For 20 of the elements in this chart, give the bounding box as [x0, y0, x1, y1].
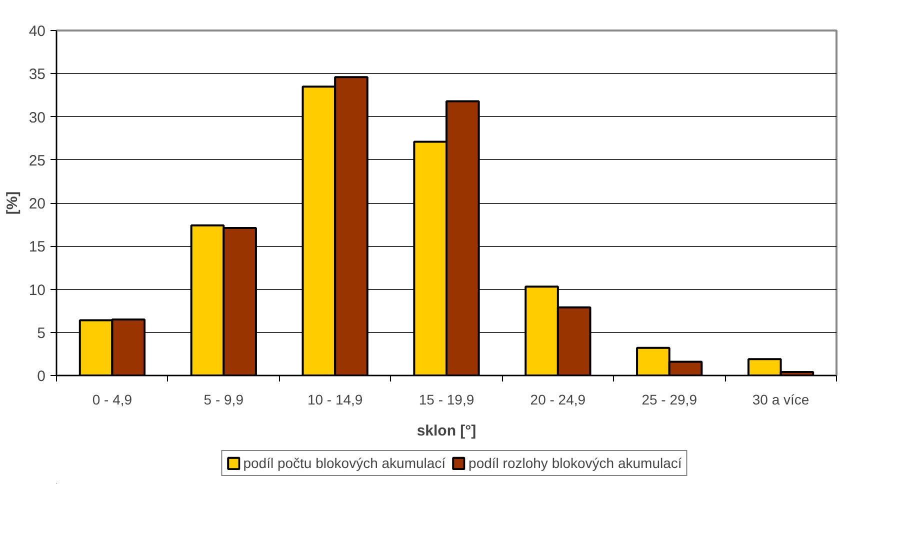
y-tick-label: 0 [37, 368, 46, 385]
y-tick-label: 40 [28, 23, 46, 40]
x-tick-label: 15 - 19,9 [418, 392, 474, 408]
y-tick-label: 30 [28, 109, 46, 126]
x-tick-label: 0 - 4,9 [92, 392, 132, 408]
y-axis-title: [%] [4, 191, 21, 215]
x-axis-title: sklon [°] [416, 422, 476, 440]
y-tick-label: 10 [28, 282, 46, 299]
y-tick-label: 5 [37, 324, 46, 342]
x-tick-label: 10 - 14,9 [307, 392, 363, 408]
y-tick-label: 15 [28, 238, 46, 256]
y-tick-label: 20 [28, 196, 46, 212]
x-tick-label: 25 - 29,9 [642, 392, 698, 408]
x-tick-label: 5 - 9,9 [204, 392, 244, 408]
y-tick-label: 35 [28, 66, 46, 84]
x-tick-label: 30 a více [752, 392, 810, 408]
y-tick-label: 25 [28, 152, 46, 170]
legend-label: podíl rozlohy blokových akumulací [468, 455, 682, 471]
x-tick-label: 20 - 24,9 [530, 392, 586, 408]
legend-label: podíl počtu blokových akumulací [243, 455, 446, 471]
